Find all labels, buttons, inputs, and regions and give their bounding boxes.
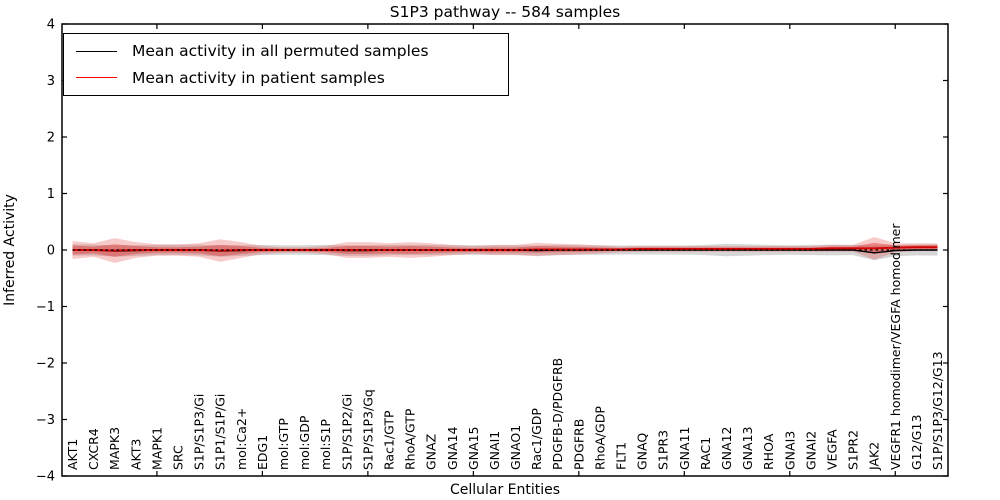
x-tick-label: S1P/S1P2/Gi — [339, 394, 354, 470]
x-tick-label: GNA11 — [677, 427, 692, 471]
x-tick-label: G12/G13 — [909, 415, 924, 470]
y-tick-label: 0 — [47, 244, 55, 259]
legend-swatch-patient — [76, 77, 117, 79]
permuted-std-band — [72, 243, 938, 261]
legend-swatch-permuted — [76, 50, 117, 52]
x-tick-label: VEGFA — [825, 429, 840, 470]
x-tick-label: mol:S1P — [318, 419, 333, 470]
legend-label-patient: Mean activity in patient samples — [132, 68, 385, 87]
x-tick-label: GNAQ — [635, 433, 650, 470]
legend: Mean activity in all permuted samples Me… — [63, 33, 509, 96]
x-tick-label: MAPK3 — [107, 427, 122, 470]
legend-entry-patient: Mean activity in patient samples — [76, 69, 508, 87]
x-tick-labels: AKT1 CXCR4 MAPK3 AKT3 MAPK1 SRC S1P/S1P3/Gi S1P… — [65, 223, 945, 471]
x-ticks — [156, 24, 896, 476]
x-tick-label: mol:GDP — [297, 415, 312, 470]
x-tick-label: mol:Ca2+ — [234, 408, 249, 470]
x-tick-label: VEGFR1 homodimer/VEGFA homodimer — [888, 223, 903, 470]
x-tick-label: GNA14 — [445, 426, 460, 470]
y-tick-label: 4 — [47, 18, 55, 33]
x-tick-label: PDGFB-D/PDGFRB — [550, 358, 565, 470]
y-tick-label: −3 — [36, 413, 55, 428]
x-tick-label: EDG1 — [255, 435, 270, 470]
legend-entry-permuted: Mean activity in all permuted samples — [76, 42, 508, 60]
x-tick-label: S1PR3 — [656, 430, 671, 470]
x-tick-label: GNAI3 — [782, 431, 797, 470]
x-tick-label: GNA12 — [719, 427, 734, 471]
y-ticks: −4 −3 −2 −1 0 1 2 3 4 — [36, 18, 948, 485]
x-tick-label: mol:GTP — [276, 418, 291, 470]
x-tick-label: RHOA — [761, 433, 776, 470]
y-tick-label: 1 — [47, 187, 55, 202]
x-tick-label: RAC1 — [698, 437, 713, 470]
x-tick-label: FLT1 — [614, 442, 629, 470]
y-tick-label: −1 — [36, 300, 55, 315]
x-tick-label: MAPK1 — [149, 427, 164, 470]
x-tick-label: S1P/S1P3/Gi — [192, 394, 207, 470]
y-axis-label: Inferred Activity — [2, 194, 18, 306]
x-tick-label: S1P1/S1P/Gi — [213, 394, 228, 470]
x-tick-label: S1P/S1P3/G12/G13 — [930, 351, 945, 470]
x-tick-label: S1P/S1P3/Gq — [360, 389, 375, 470]
x-tick-label: SRC — [171, 445, 186, 470]
x-tick-label: GNAI2 — [803, 431, 818, 470]
x-tick-label: RhoA/GDP — [592, 406, 607, 470]
x-tick-label: GNA13 — [740, 427, 755, 471]
plot-layers: −4 −3 −2 −1 0 1 2 3 4 AKT1 CXCR4 MAPK3 AKT3 MAPK1 SRC S… — [36, 18, 949, 485]
y-tick-label: −2 — [36, 357, 55, 372]
x-tick-label: GNA15 — [466, 427, 481, 471]
x-tick-label: GNAZ — [424, 434, 439, 470]
x-tick-label: AKT1 — [65, 439, 80, 470]
x-tick-label: AKT3 — [128, 439, 143, 470]
x-tick-label: PDGFRB — [571, 419, 586, 470]
y-tick-label: −4 — [36, 470, 55, 485]
x-tick-label: JAK2 — [867, 442, 882, 471]
y-tick-label: 3 — [47, 74, 55, 89]
x-tick-label: CXCR4 — [86, 428, 101, 470]
x-tick-label: Rac1/GTP — [382, 410, 397, 470]
x-tick-label: Rac1/GDP — [529, 408, 544, 470]
x-tick-label: GNAO1 — [508, 425, 523, 470]
y-tick-label: 2 — [47, 131, 55, 146]
x-tick-label: RhoA/GTP — [403, 408, 418, 470]
x-tick-label: GNAI1 — [487, 431, 502, 470]
x-tick-label: S1PR2 — [846, 430, 861, 470]
chart-title: S1P3 pathway -- 584 samples — [390, 3, 620, 21]
x-axis-label: Cellular Entities — [450, 482, 560, 498]
legend-label-permuted: Mean activity in all permuted samples — [132, 42, 429, 61]
